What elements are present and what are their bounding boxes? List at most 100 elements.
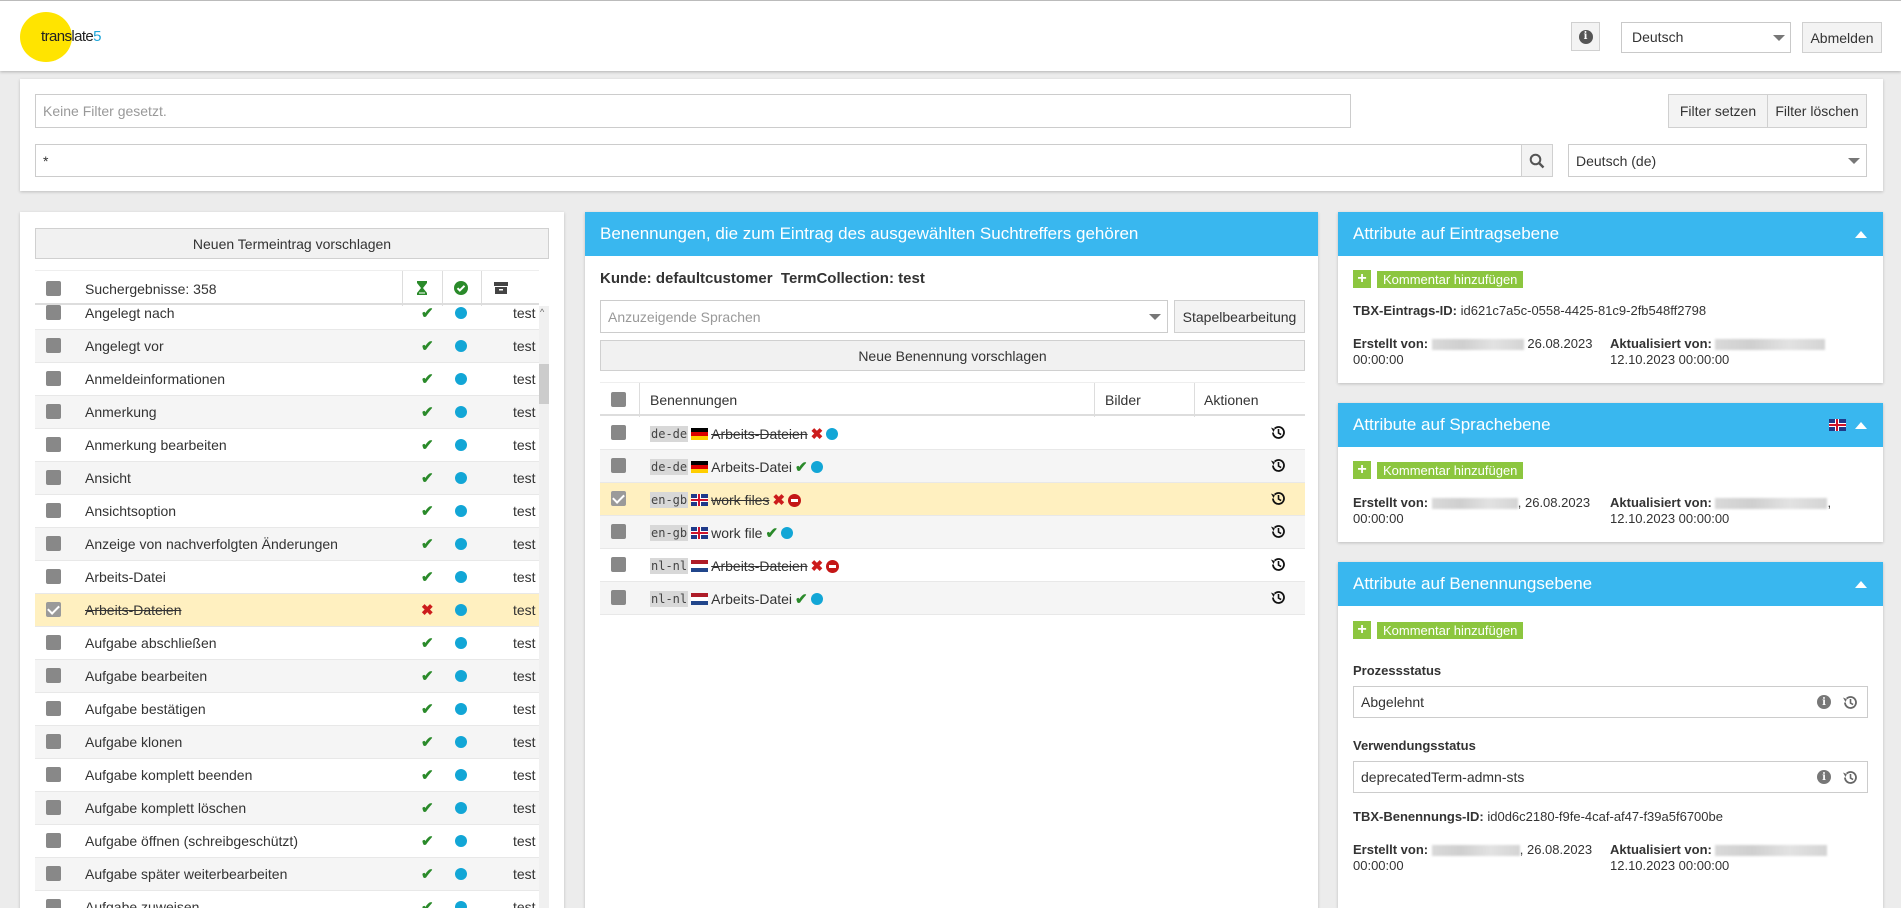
result-label[interactable]: Aufgabe klonen [85,734,183,750]
row-checkbox[interactable] [46,800,61,815]
result-label[interactable]: Anmerkung [85,404,157,420]
row-checkbox[interactable] [46,833,61,848]
scroll-up-icon[interactable]: ^ [540,307,545,317]
row-checkbox[interactable] [46,503,61,518]
row-checkbox[interactable] [46,866,61,881]
term-checkbox[interactable] [611,425,626,440]
result-row[interactable]: Angelegt vor ✔ test [35,330,539,363]
collapse-icon[interactable] [1855,231,1867,238]
result-row[interactable]: Ansicht ✔ test [35,462,539,495]
term-row[interactable]: en-gb work file ✔ [600,516,1305,549]
result-row[interactable]: Arbeits-Datei ✔ test [35,561,539,594]
set-filter-button[interactable]: Filter setzen [1668,94,1768,128]
result-row[interactable]: Aufgabe komplett beenden ✔ test [35,759,539,792]
add-comment-button[interactable]: + Kommentar hinzufügen [1353,270,1524,288]
result-label[interactable]: Aufgabe komplett löschen [85,800,247,816]
result-row[interactable]: Aufgabe abschließen ✔ test [35,627,539,660]
row-checkbox[interactable] [46,536,61,551]
row-checkbox[interactable] [46,668,61,683]
propose-term-entry-button[interactable]: Neuen Termeintrag vorschlagen [35,228,549,259]
results-scrollbar[interactable]: ^ [539,306,549,908]
term-label[interactable]: Arbeits-Dateien [711,426,808,442]
row-checkbox[interactable] [46,404,61,419]
term-label[interactable]: Arbeits-Datei [711,591,793,607]
add-comment-button[interactable]: + Kommentar hinzufügen [1353,621,1524,639]
col-images[interactable]: Bilder [1105,392,1141,408]
result-label[interactable]: Aufgabe später weiterbearbeiten [85,866,288,882]
info-button[interactable]: i [1571,22,1600,51]
result-row[interactable]: Ansichtsoption ✔ test [35,495,539,528]
history-icon[interactable] [1270,424,1287,441]
search-input[interactable]: * [35,144,1522,177]
row-checkbox[interactable] [46,371,61,386]
term-label[interactable]: Arbeits-Datei [711,459,793,475]
propose-term-button[interactable]: Neue Benennung vorschlagen [600,340,1305,371]
usage-status-field[interactable]: deprecatedTerm-admn-sts i [1353,761,1868,793]
filter-display[interactable]: Keine Filter gesetzt. [35,94,1351,128]
term-row[interactable]: de-de Arbeits-Datei ✔ [600,450,1305,483]
terms-select-all-checkbox[interactable] [611,392,626,407]
result-label[interactable]: Aufgabe öffnen (schreibgeschützt) [85,833,298,849]
display-languages-select[interactable]: Anzuzeigende Sprachen [600,300,1168,333]
row-checkbox[interactable] [46,437,61,452]
logout-button[interactable]: Abmelden [1802,22,1882,53]
result-label[interactable]: Aufgabe bestätigen [85,701,206,717]
hourglass-icon[interactable] [416,281,428,295]
row-checkbox[interactable] [46,305,61,320]
term-row[interactable]: de-de Arbeits-Dateien ✖ [600,417,1305,450]
history-icon[interactable] [1270,523,1287,540]
result-row[interactable]: Anmerkung bearbeiten ✔ test [35,429,539,462]
term-row[interactable]: nl-nl Arbeits-Datei ✔ [600,582,1305,615]
term-checkbox[interactable] [611,491,626,506]
result-label[interactable]: Ansichtsoption [85,503,177,519]
result-label[interactable]: Anmeldeinformationen [85,371,226,387]
term-label[interactable]: Arbeits-Dateien [711,558,808,574]
result-row[interactable]: Anzeige von nachverfolgten Änderungen ✔ te… [35,528,539,561]
result-row[interactable]: Aufgabe bearbeiten ✔ test [35,660,539,693]
result-row[interactable]: Aufgabe zuweisen ✔ test [35,891,539,908]
row-checkbox[interactable] [46,767,61,782]
history-icon[interactable] [1842,769,1859,786]
search-language-select[interactable]: Deutsch (de) [1568,144,1867,177]
result-row[interactable]: Anmerkung ✔ test [35,396,539,429]
result-label[interactable]: Arbeits-Datei [85,569,166,585]
result-label[interactable]: Aufgabe abschließen [85,635,217,651]
language-select[interactable]: Deutsch [1621,22,1791,53]
term-checkbox[interactable] [611,458,626,473]
scrollbar-thumb[interactable] [539,364,549,404]
result-label[interactable]: Aufgabe komplett beenden [85,767,253,783]
search-button[interactable] [1521,144,1553,177]
result-label[interactable]: Arbeits-Dateien [85,602,182,618]
result-row[interactable]: Anmeldeinformationen ✔ test [35,363,539,396]
batch-edit-button[interactable]: Stapelbearbeitung [1174,300,1305,333]
term-checkbox[interactable] [611,590,626,605]
term-row[interactable]: en-gb work files ✖ [600,483,1305,516]
row-checkbox[interactable] [46,635,61,650]
result-row[interactable]: Aufgabe komplett löschen ✔ test [35,792,539,825]
row-checkbox[interactable] [46,569,61,584]
history-icon[interactable] [1270,556,1287,573]
result-label[interactable]: Aufgabe bearbeiten [85,668,208,684]
history-icon[interactable] [1270,589,1287,606]
archive-icon[interactable] [494,281,508,295]
result-row[interactable]: Aufgabe später weiterbearbeiten ✔ test [35,858,539,891]
result-row[interactable]: Aufgabe öffnen (schreibgeschützt) ✔ test [35,825,539,858]
term-label[interactable]: work file [711,525,763,541]
clear-filter-button[interactable]: Filter löschen [1767,94,1867,128]
row-checkbox[interactable] [46,470,61,485]
collapse-icon[interactable] [1855,422,1867,429]
term-row[interactable]: nl-nl Arbeits-Dateien ✖ [600,549,1305,582]
term-checkbox[interactable] [611,557,626,572]
info-icon[interactable]: i [1817,695,1831,709]
process-status-field[interactable]: Abgelehnt i [1353,686,1868,718]
result-row[interactable]: Aufgabe klonen ✔ test [35,726,539,759]
collapse-icon[interactable] [1855,581,1867,588]
result-row[interactable]: Angelegt nach ✔ test [35,297,539,330]
result-row[interactable]: Arbeits-Dateien ✖ test [35,594,539,627]
select-all-checkbox[interactable] [46,281,61,296]
row-checkbox[interactable] [46,338,61,353]
history-icon[interactable] [1270,490,1287,507]
result-label[interactable]: Angelegt nach [85,305,175,321]
add-comment-button[interactable]: + Kommentar hinzufügen [1353,461,1524,479]
result-label[interactable]: Ansicht [85,470,131,486]
